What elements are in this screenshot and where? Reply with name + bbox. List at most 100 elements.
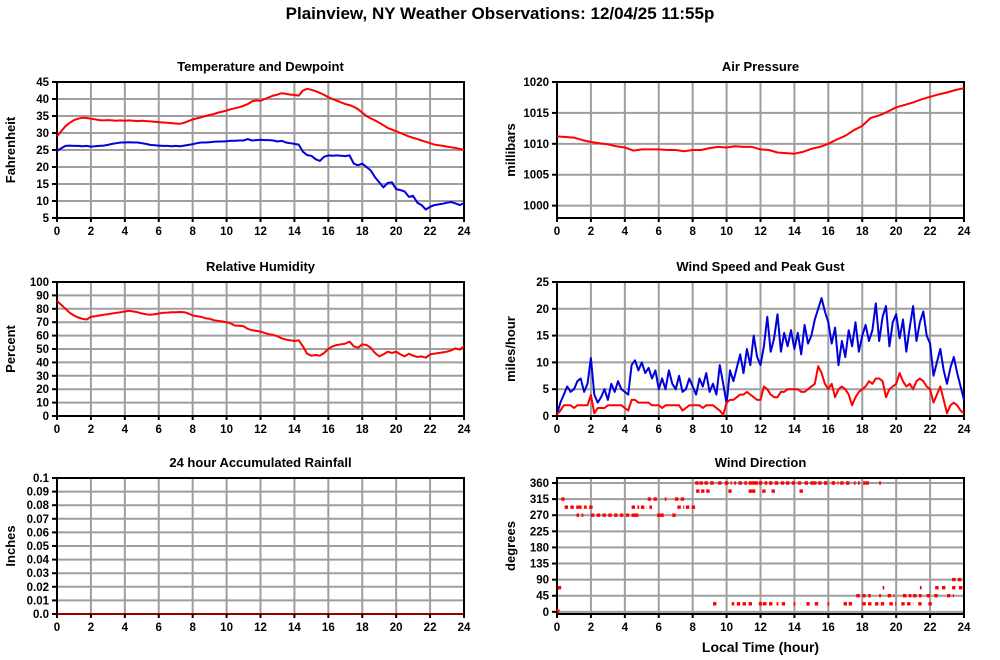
wind-direction-point — [660, 513, 664, 517]
y-tick-label: 20 — [536, 304, 549, 316]
x-tick-label: 8 — [689, 622, 696, 634]
y-tick-label: 315 — [530, 494, 550, 506]
x-tick-label: 6 — [656, 424, 662, 436]
air-pressure-chart: 0 2 4 6 8 10 12 14 16 18 20 22 241000100510101015102… — [503, 59, 971, 238]
y-tick-label: 0.03 — [27, 568, 49, 580]
x-tick-label: 14 — [288, 226, 301, 238]
wind-direction-point — [752, 481, 756, 485]
wind-direction-point — [557, 586, 562, 590]
x-tick-label: 0 — [54, 622, 60, 634]
wind-direction-point — [699, 481, 703, 485]
x-tick-label: 22 — [924, 226, 937, 238]
y-tick-label: 40 — [36, 94, 49, 106]
y-tick-label: 0 — [543, 411, 549, 423]
temperature-line — [56, 87, 465, 151]
y-tick-label: 10 — [536, 357, 549, 369]
y-tick-label: 100 — [30, 277, 49, 289]
x-tick-label: 22 — [424, 424, 437, 436]
chart-title: Wind Speed and Peak Gust — [676, 259, 845, 274]
peak_gust-line — [556, 297, 965, 415]
chart-title: Air Pressure — [722, 59, 799, 74]
x-tick-label: 18 — [856, 424, 869, 436]
y-tick-label: 0.1 — [33, 473, 50, 485]
x-tick-label: 4 — [622, 424, 629, 436]
y-tick-label: 25 — [536, 277, 549, 289]
x-tick-label: 2 — [88, 424, 94, 436]
x-tick-label: 4 — [622, 226, 629, 238]
y-tick-label: 0 — [43, 411, 49, 423]
wind-direction-point — [635, 513, 639, 517]
x-tick-label: 12 — [754, 424, 767, 436]
x-tick-label: 18 — [356, 622, 369, 634]
y-tick-label: 20 — [36, 162, 49, 174]
y-tick-label: 30 — [36, 128, 49, 140]
wind-direction-point — [763, 602, 767, 606]
x-tick-label: 14 — [788, 622, 801, 634]
y-tick-label: 10 — [36, 196, 49, 208]
y-tick-label: 80 — [36, 304, 49, 316]
x-tick-label: 16 — [322, 226, 335, 238]
wind-direction-point — [578, 505, 582, 509]
x-tick-label: 4 — [122, 622, 129, 634]
wind-direction-point — [814, 602, 819, 606]
y-tick-label: 1020 — [523, 77, 549, 89]
x-tick-label: 0 — [54, 424, 60, 436]
x-tick-label: 0 — [54, 226, 60, 238]
wind-direction-point — [556, 609, 560, 613]
x-tick-label: 16 — [822, 424, 835, 436]
x-tick-label: 22 — [924, 424, 937, 436]
y-tick-label: 270 — [530, 510, 549, 522]
wind-direction-point — [696, 489, 700, 493]
x-tick-label: 24 — [458, 424, 471, 436]
x-tick-label: 10 — [220, 226, 233, 238]
wind-direction-point — [769, 602, 773, 606]
x-tick-label: 4 — [622, 622, 629, 634]
wind-direction-point — [934, 594, 938, 598]
x-tick-label: 20 — [390, 622, 403, 634]
x-tick-label: 0 — [554, 424, 560, 436]
x-tick-label: 4 — [122, 226, 129, 238]
y-tick-label: 45 — [536, 591, 549, 603]
y-tick-label: 90 — [536, 575, 549, 587]
x-tick-label: 2 — [588, 622, 594, 634]
y-tick-label: 5 — [43, 213, 50, 225]
wind-direction-point — [758, 602, 763, 606]
wind-direction-chart: 0 2 4 6 8 10 12 14 16 18 20 22 240459013518022527031… — [503, 455, 971, 655]
y-tick-label: 0.08 — [27, 500, 50, 512]
wind-direction-point — [799, 489, 803, 493]
y-tick-label: 20 — [36, 384, 49, 396]
y-tick-label: 0 — [543, 607, 549, 619]
x-tick-label: 6 — [156, 226, 162, 238]
y-axis-label: degrees — [503, 521, 518, 571]
wind-direction-point — [713, 602, 717, 606]
x-tick-label: 24 — [458, 226, 471, 238]
x-tick-label: 20 — [890, 226, 903, 238]
x-tick-label: 24 — [958, 622, 971, 634]
x-axis-label: Local Time (hour) — [702, 639, 819, 655]
x-tick-label: 2 — [88, 226, 94, 238]
x-tick-label: 16 — [322, 622, 335, 634]
humidity-line — [56, 300, 465, 359]
x-tick-label: 24 — [958, 226, 971, 238]
wind-direction-point — [706, 489, 710, 493]
x-tick-label: 2 — [588, 226, 594, 238]
y-tick-label: 1000 — [523, 201, 549, 213]
y-tick-label: 0.0 — [33, 609, 49, 621]
x-tick-label: 16 — [822, 622, 835, 634]
y-tick-label: 70 — [36, 317, 49, 329]
x-tick-label: 20 — [890, 622, 903, 634]
x-tick-label: 6 — [156, 622, 162, 634]
wind-direction-point — [728, 489, 732, 493]
x-tick-label: 20 — [890, 424, 903, 436]
y-tick-label: 0.06 — [27, 527, 49, 539]
x-tick-label: 4 — [122, 424, 129, 436]
chart-title: Wind Direction — [715, 455, 807, 470]
x-tick-label: 24 — [458, 622, 471, 634]
x-tick-label: 12 — [754, 226, 767, 238]
wind-direction-point — [701, 489, 705, 493]
y-tick-label: 15 — [36, 179, 49, 191]
x-tick-label: 14 — [288, 622, 301, 634]
x-tick-label: 6 — [656, 622, 662, 634]
x-tick-label: 6 — [156, 424, 162, 436]
